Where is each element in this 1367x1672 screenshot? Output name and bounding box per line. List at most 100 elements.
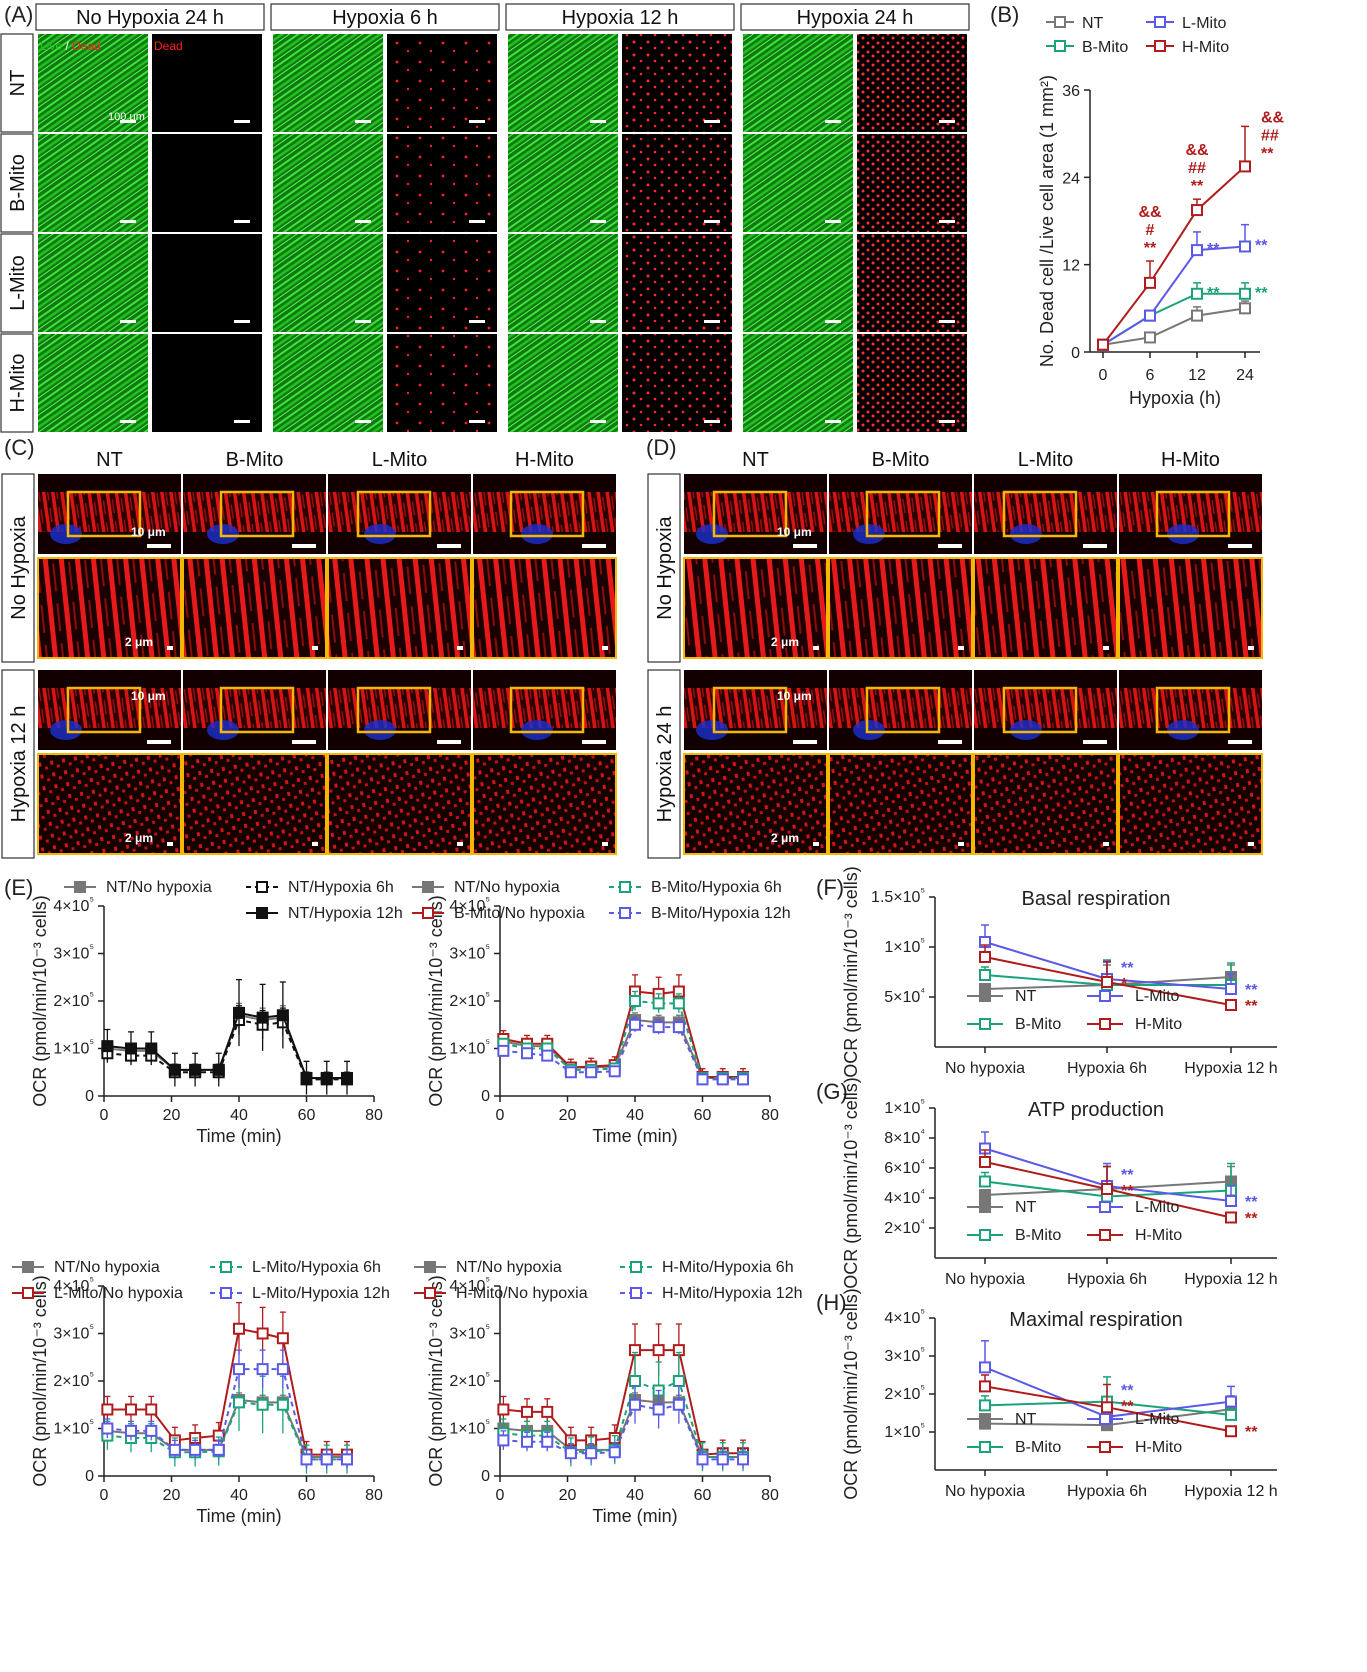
dead-image	[387, 134, 497, 232]
tick-exponent: ⁵	[920, 1097, 925, 1109]
scale-bar	[793, 544, 817, 548]
data-point	[608, 1065, 621, 1078]
legend-label: H-Mito	[1135, 1439, 1182, 1456]
data-point	[1191, 244, 1203, 257]
zoom-image	[472, 753, 617, 855]
scale-label: 10 μm	[777, 689, 812, 703]
x-tick-label: 60	[298, 1487, 316, 1504]
scale-bar	[1103, 646, 1109, 650]
scale-bar	[958, 842, 964, 846]
live-image	[743, 34, 853, 132]
x-tick-label: 20	[559, 1487, 577, 1504]
y-tick-label: 3×10⁵	[53, 1323, 94, 1343]
scale-bar	[120, 120, 136, 123]
x-tick-label: 40	[230, 1107, 248, 1124]
data-point	[979, 1361, 991, 1374]
x-tick-label: 0	[100, 1487, 109, 1504]
tick-exponent: ⁵	[89, 1038, 94, 1050]
nucleus	[50, 720, 82, 740]
data-point	[1239, 160, 1251, 173]
legend-label: H-Mito	[1182, 39, 1229, 56]
legend-marker	[422, 907, 434, 919]
series-line-nt	[1102, 307, 1246, 346]
x-tick-label: 20	[163, 1487, 181, 1504]
stain-dead: Dead	[72, 39, 101, 53]
scale-label: 10 μm	[131, 689, 166, 703]
data-point	[300, 1071, 313, 1084]
stain-label: Live / Dead	[40, 39, 101, 53]
panel-c-row-label-box	[1, 669, 35, 859]
legend-marker	[256, 881, 268, 893]
x-tick-label: 0	[100, 1107, 109, 1124]
live-image	[743, 234, 853, 332]
significance-mark: **	[1255, 285, 1268, 302]
zoom-box	[66, 686, 142, 734]
data-point	[629, 1018, 641, 1031]
x-tick-label: Hypoxia 12 h	[1184, 1483, 1277, 1500]
significance-mark: **	[1245, 1194, 1258, 1211]
legend-marker	[979, 1018, 991, 1030]
nucleus	[521, 524, 553, 544]
data-point	[1225, 999, 1237, 1011]
significance-mark: **	[1207, 241, 1220, 258]
live-image	[508, 134, 618, 232]
cardiomyocyte	[183, 688, 326, 728]
significance-mark: **	[1245, 998, 1258, 1015]
dead-image	[152, 334, 262, 432]
significance-mark: &&	[1261, 109, 1285, 126]
nucleus	[1167, 524, 1199, 544]
y-tick-label: 0	[1071, 345, 1080, 362]
row-label: H-Mito	[7, 354, 29, 413]
data-point	[233, 1006, 245, 1019]
scale-bar	[457, 842, 463, 846]
data-point	[629, 1398, 641, 1411]
zoom-box	[356, 490, 432, 538]
series-line-b-mito	[1102, 292, 1245, 346]
row-label-box	[0, 333, 34, 433]
series-line	[107, 1368, 347, 1461]
data-point	[1239, 287, 1251, 300]
nucleus	[1167, 720, 1199, 740]
data-point	[979, 951, 991, 963]
zoom-image	[973, 557, 1118, 659]
row-label: NT	[7, 70, 29, 97]
legend-label: NT/Hypoxia 12h	[288, 905, 403, 922]
data-point	[608, 1446, 621, 1459]
scale-bar	[939, 120, 955, 123]
legend-label: L-Mito	[1182, 15, 1227, 32]
x-tick-label: No hypoxia	[945, 1060, 1025, 1077]
panel-c-col-header: B-Mito	[226, 449, 284, 471]
scale-bar	[355, 320, 371, 323]
scale-bar	[312, 842, 318, 846]
data-point	[1225, 983, 1237, 995]
data-point	[585, 1447, 598, 1460]
tick-exponent: ⁵	[485, 1275, 490, 1287]
legend-label: NT/No hypoxia	[54, 1259, 160, 1276]
row-label-box	[0, 133, 34, 233]
x-tick-label: 0	[1099, 367, 1108, 384]
x-axis-label: Time (min)	[196, 1506, 281, 1526]
data-point	[101, 1040, 114, 1053]
x-axis-label: Time (min)	[196, 1126, 281, 1146]
panel-d-col-header: B-Mito	[872, 449, 930, 471]
legend-label: L-Mito/Hypoxia 12h	[252, 1285, 390, 1302]
nucleus	[853, 720, 885, 740]
tick-exponent: ⁵	[485, 895, 490, 907]
x-axis-label: Time (min)	[592, 1126, 677, 1146]
y-tick-label: 1×10⁵	[449, 1038, 490, 1058]
x-tick-label: Hypoxia 12 h	[1184, 1060, 1277, 1077]
zoom-box	[1155, 686, 1231, 734]
data-point	[652, 1021, 665, 1034]
data-point	[320, 1071, 333, 1084]
scale-bar	[234, 220, 250, 223]
scale-bar	[590, 420, 606, 423]
x-tick-label: 12	[1188, 367, 1206, 384]
zoom-image	[37, 753, 182, 855]
zoom-image	[37, 557, 182, 659]
tick-exponent: ⁵	[920, 1383, 925, 1395]
x-tick-label: 40	[230, 1487, 248, 1504]
legend-marker	[979, 990, 991, 1002]
x-axis-label: Hypoxia (h)	[1129, 388, 1221, 408]
y-tick-label: 8×10⁴	[884, 1127, 925, 1147]
legend-label: NT/No hypoxia	[454, 879, 560, 896]
